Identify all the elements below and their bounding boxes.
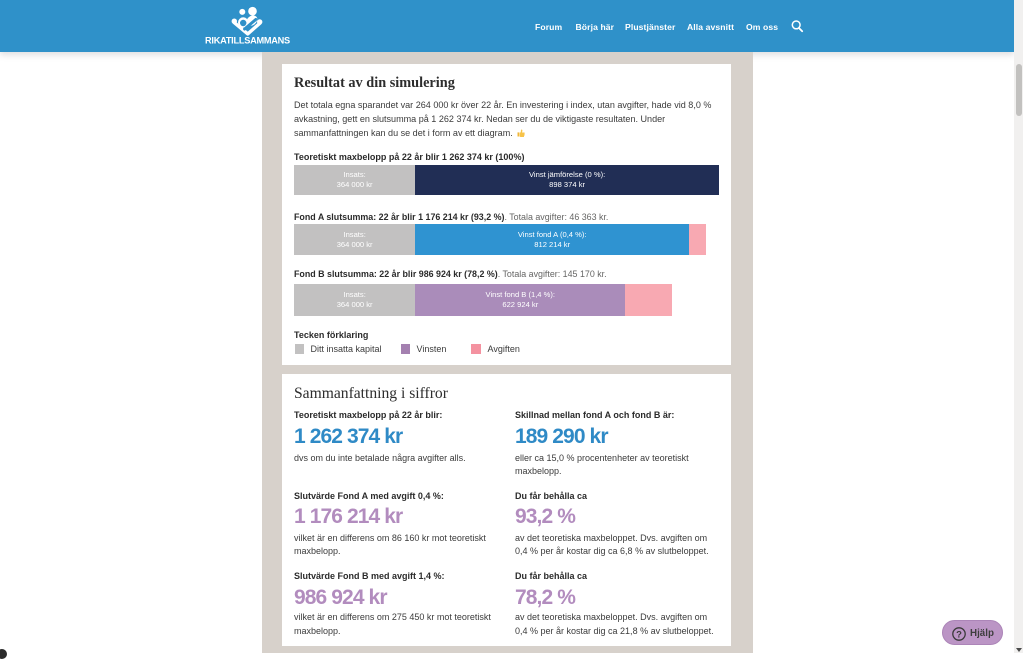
- svg-text:RIKATILLSAMMANS: RIKATILLSAMMANS: [205, 36, 290, 46]
- svg-text:?: ?: [956, 629, 962, 640]
